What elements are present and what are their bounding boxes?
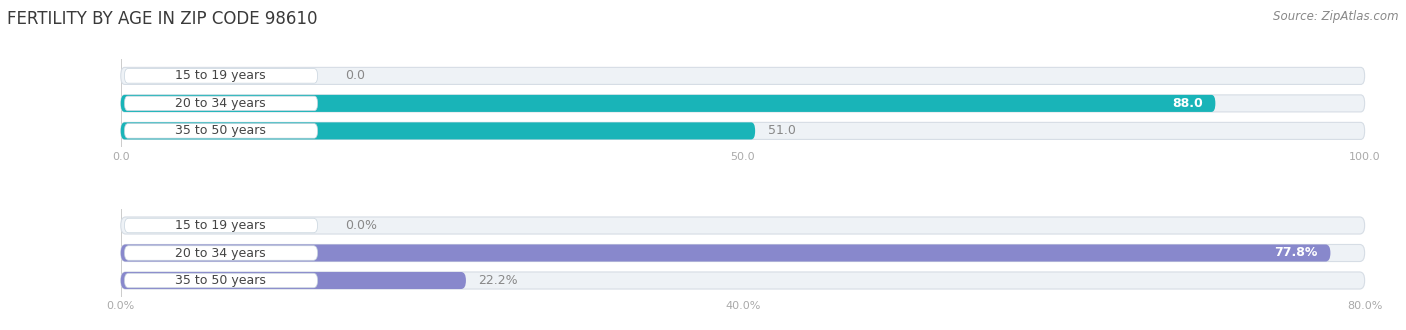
Text: 51.0: 51.0 [768,124,796,137]
Text: 20 to 34 years: 20 to 34 years [174,247,266,259]
FancyBboxPatch shape [121,272,1365,289]
FancyBboxPatch shape [121,272,465,289]
Text: 15 to 19 years: 15 to 19 years [174,69,266,82]
FancyBboxPatch shape [121,245,1330,261]
FancyBboxPatch shape [125,124,318,138]
FancyBboxPatch shape [125,218,318,233]
Text: 0.0%: 0.0% [344,219,377,232]
FancyBboxPatch shape [121,67,1365,84]
FancyBboxPatch shape [121,245,1365,261]
FancyBboxPatch shape [125,246,318,260]
Text: 77.8%: 77.8% [1275,247,1317,259]
Text: Source: ZipAtlas.com: Source: ZipAtlas.com [1274,10,1399,23]
Text: 20 to 34 years: 20 to 34 years [174,97,266,110]
Text: FERTILITY BY AGE IN ZIP CODE 98610: FERTILITY BY AGE IN ZIP CODE 98610 [7,10,318,28]
Text: 15 to 19 years: 15 to 19 years [174,219,266,232]
FancyBboxPatch shape [125,96,318,111]
Text: 35 to 50 years: 35 to 50 years [174,274,266,287]
FancyBboxPatch shape [125,69,318,83]
FancyBboxPatch shape [121,217,1365,234]
FancyBboxPatch shape [121,95,1215,112]
Text: 22.2%: 22.2% [478,274,517,287]
Text: 35 to 50 years: 35 to 50 years [174,124,266,137]
Text: 0.0: 0.0 [344,69,364,82]
FancyBboxPatch shape [121,122,755,140]
FancyBboxPatch shape [125,273,318,288]
Text: 88.0: 88.0 [1173,97,1204,110]
FancyBboxPatch shape [121,95,1365,112]
FancyBboxPatch shape [121,122,1365,140]
